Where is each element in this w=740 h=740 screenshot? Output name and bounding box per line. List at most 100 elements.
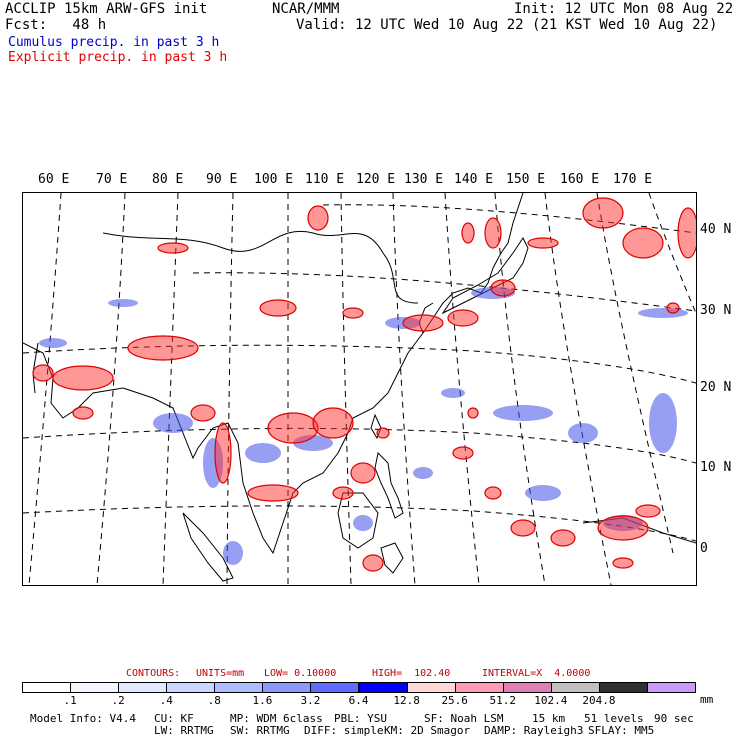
cumulus-area xyxy=(568,423,598,443)
colorbar-tick-label: .1 xyxy=(63,694,77,707)
colorbar-cell xyxy=(646,682,696,693)
explicit-area xyxy=(484,486,502,500)
sumatra-coast xyxy=(182,512,234,582)
footer-mp: MP: WDM 6class xyxy=(230,712,323,725)
colorbar-cell xyxy=(358,682,408,693)
cumulus-area xyxy=(525,485,561,501)
colorbar-tick-label: 51.2 xyxy=(489,694,517,707)
colorbar-cell xyxy=(70,682,120,693)
contours-interval: INTERVAL=X 4.0000 xyxy=(482,668,591,679)
colorbar-tick-label: 12.8 xyxy=(393,694,420,707)
explicit-area xyxy=(32,364,54,382)
footer-sf: SF: Noah LSM xyxy=(424,712,504,725)
meridian-110e xyxy=(340,193,352,585)
footer-pbl: PBL: YSU xyxy=(334,712,387,725)
lat-label-10n: 10 N xyxy=(700,460,732,475)
cumulus-area xyxy=(493,405,553,421)
init-time: Init: 12 UTC Mon 08 Aug 22 xyxy=(514,1,734,17)
valid-time: Valid: 12 UTC Wed 10 Aug 22 (21 KST Wed … xyxy=(296,17,718,33)
explicit-area xyxy=(452,446,474,460)
footer-cu: CU: KF xyxy=(154,712,194,725)
lat-label-20n: 20 N xyxy=(700,380,732,395)
colorbar-tick-label: 6.4 xyxy=(348,694,369,707)
lon-label-110e: 110 E xyxy=(305,172,345,187)
meridian-170e xyxy=(648,193,696,314)
cumulus-area xyxy=(245,443,281,463)
explicit-area xyxy=(342,307,364,319)
colorbar-cell xyxy=(454,682,504,693)
lon-label-140e: 140 E xyxy=(454,172,494,187)
lat-label-40n: 40 N xyxy=(700,222,732,237)
explicit-area xyxy=(332,486,354,500)
explicit-area xyxy=(312,407,354,439)
explicit-area xyxy=(622,227,664,259)
colorbar-cell xyxy=(118,682,168,693)
cumulus-area xyxy=(153,413,193,433)
colorbar-tick-label: 1.6 xyxy=(252,694,273,707)
philippines-coast xyxy=(374,451,404,519)
parallel-20n xyxy=(23,344,696,384)
explicit-area xyxy=(307,205,329,231)
colorbar-tick-label: .4 xyxy=(159,694,173,707)
explicit-area xyxy=(527,237,559,249)
lon-label-130e: 130 E xyxy=(404,172,444,187)
map-panel xyxy=(22,192,697,586)
cumulus-area xyxy=(638,308,688,318)
taiwan-coast xyxy=(370,413,382,440)
forecast-hour: Fcst: 48 h xyxy=(5,17,107,33)
explicit-area xyxy=(350,462,376,484)
lon-label-120e: 120 E xyxy=(356,172,396,187)
explicit-area xyxy=(447,309,479,327)
colorbar-cell xyxy=(406,682,456,693)
footer-damp: DAMP: Rayleigh3 xyxy=(484,724,584,737)
explicit-precip xyxy=(32,197,696,572)
source-label: NCAR/MMM xyxy=(272,1,340,17)
colorbar xyxy=(22,682,696,693)
colorbar-tick-label: 204.8 xyxy=(582,694,616,707)
cumulus-area xyxy=(39,338,67,348)
explicit-area xyxy=(402,314,444,332)
meridian-70e xyxy=(96,193,126,585)
footer-levels: 51 levels xyxy=(584,712,644,725)
lat-label-30n: 30 N xyxy=(700,303,732,318)
colorbar-cell xyxy=(598,682,648,693)
colorbar-cell xyxy=(22,682,72,693)
lat-label-0: 0 xyxy=(700,541,708,556)
explicit-area xyxy=(127,335,199,361)
explicit-area xyxy=(635,504,661,518)
footer-timestep: 90 sec xyxy=(654,712,694,725)
model-title: ACCLIP 15km ARW-GFS init xyxy=(5,1,208,17)
cumulus-area xyxy=(413,467,433,479)
explicit-area xyxy=(157,242,189,254)
explicit-area xyxy=(376,427,390,439)
explicit-area xyxy=(677,207,696,259)
colorbar-tick-label: .2 xyxy=(111,694,125,707)
parallel-10n xyxy=(23,427,696,464)
colorbar-cell xyxy=(262,682,312,693)
explicit-area xyxy=(52,365,114,391)
cumulus-area xyxy=(223,541,243,565)
explicit-area xyxy=(461,222,475,244)
legend-explicit: Explicit precip. in past 3 h xyxy=(8,50,228,65)
colorbar-cell xyxy=(310,682,360,693)
parallel-0 xyxy=(23,505,696,542)
explicit-area xyxy=(214,422,232,484)
lon-label-80e: 80 E xyxy=(152,172,184,187)
lon-label-150e: 150 E xyxy=(506,172,546,187)
colorbar-cell xyxy=(166,682,216,693)
explicit-area xyxy=(582,197,624,229)
explicit-area xyxy=(490,279,516,297)
colorbar-tick-label: 25.6 xyxy=(441,694,468,707)
cumulus-area xyxy=(353,515,373,531)
footer-km: KM: 2D Smagor xyxy=(384,724,471,737)
lon-label-70e: 70 E xyxy=(96,172,128,187)
lon-label-100e: 100 E xyxy=(254,172,294,187)
explicit-area xyxy=(484,217,502,249)
colorbar-cell xyxy=(214,682,264,693)
explicit-area xyxy=(267,412,319,444)
meridian-60e xyxy=(28,193,62,585)
cumulus-area xyxy=(649,393,677,453)
cumulus-area xyxy=(441,388,465,398)
footer-diff: DIFF: simple xyxy=(304,724,384,737)
colorbar-tick-label: 3.2 xyxy=(300,694,321,707)
